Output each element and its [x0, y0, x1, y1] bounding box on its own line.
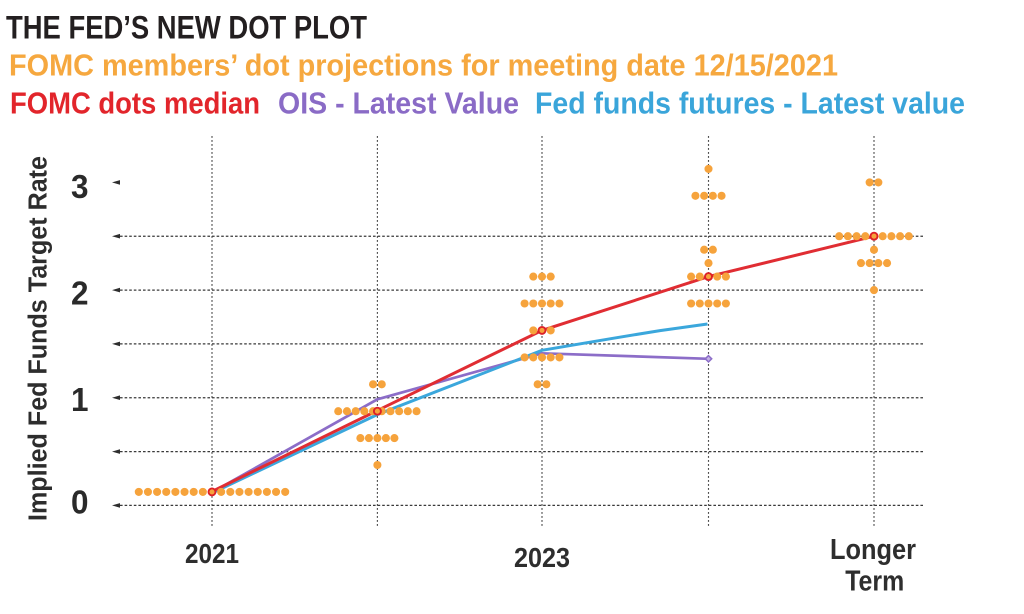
svg-text:1: 1 — [71, 381, 89, 418]
svg-text:2023: 2023 — [514, 542, 570, 573]
svg-text:2: 2 — [71, 275, 89, 312]
svg-text:0: 0 — [71, 484, 89, 521]
svg-text:FOMC members’ dot projections: FOMC members’ dot projections for meetin… — [9, 48, 838, 82]
svg-text:Term: Term — [845, 566, 904, 598]
svg-text:2021: 2021 — [185, 538, 239, 569]
svg-text:Fed funds futures - Latest val: Fed funds futures - Latest value — [535, 86, 965, 120]
svg-text:Longer: Longer — [830, 534, 916, 566]
svg-text:3: 3 — [71, 168, 89, 205]
svg-text:FOMC dots median: FOMC dots median — [10, 86, 260, 120]
svg-text:THE FED’S NEW DOT PLOT: THE FED’S NEW DOT PLOT — [6, 10, 367, 46]
svg-text:Implied Fed Funds Target Rate: Implied Fed Funds Target Rate — [25, 156, 53, 521]
svg-text:OIS - Latest Value: OIS - Latest Value — [278, 86, 519, 120]
